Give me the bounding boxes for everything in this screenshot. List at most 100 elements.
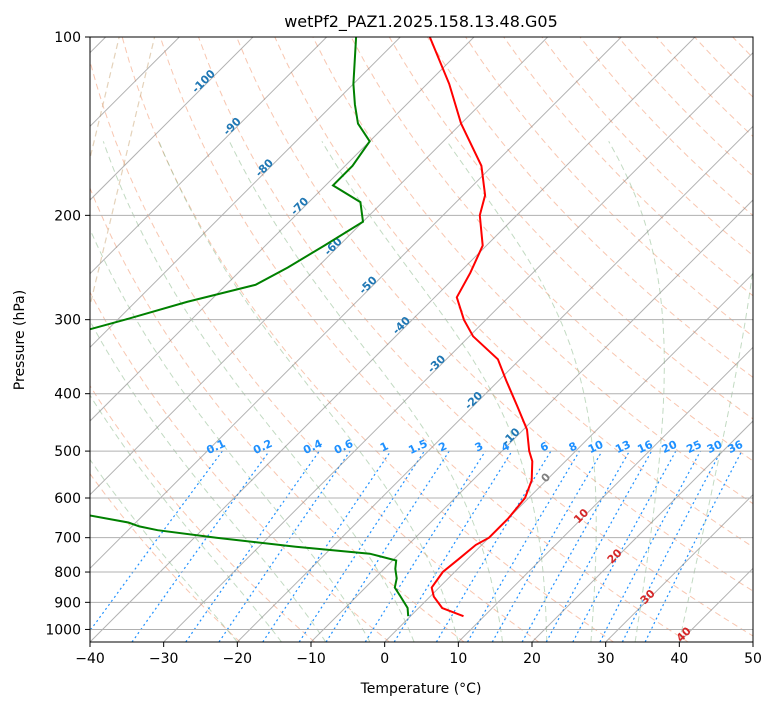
isotherm-line [163,51,753,642]
x-tick-label: 40 [670,651,688,667]
y-tick-label: 1000 [45,622,81,638]
isotherm-label: 30 [638,587,658,607]
y-tick-label: 600 [54,491,81,507]
lcl-arc [90,37,156,309]
y-tick-label: 300 [54,313,81,329]
y-tick-label: 200 [54,208,81,224]
isotherm-label: -20 [462,389,485,412]
x-tick-label: −10 [296,651,326,667]
isotherm-label: -90 [221,115,244,138]
y-axis-label: Pressure (hPa) [12,290,28,390]
mixing-ratio-line [325,450,450,642]
isotherm-line [236,125,753,642]
mixing-ratio-line [466,450,580,642]
dry-adiabat [236,37,753,592]
mixing-ratio-line [521,450,631,642]
isotherm-line [90,37,328,275]
mixing-ratio-label: 16 [635,438,655,456]
x-tick-label: 50 [744,651,762,667]
x-tick-label: 20 [523,651,541,667]
mixing-ratio-line [545,450,653,642]
dry-adiabat [121,37,614,642]
x-tick-label: −40 [75,651,105,667]
isotherm-line [752,641,753,642]
mixing-ratio-label: 13 [613,438,632,456]
mixing-ratio-line [599,450,702,642]
dry-adiabat [90,59,540,642]
y-axis: 100 200 300 400 500 600 700 800 900 1000 [45,30,90,638]
mixing-ratio-line [435,450,552,642]
isotherm-label: -100 [189,67,218,96]
mixing-ratio-label: 0.4 [301,437,324,457]
mixing-ratio-line [298,450,425,642]
mixing-ratio-line [572,450,677,642]
mixing-ratio-label: 30 [705,438,725,456]
chart-title: wetPf2_PAZ1.2025.158.13.48.G05 [284,12,558,32]
dry-adiabat [90,186,465,642]
dry-adiabat [732,37,753,59]
isotherm-line [310,199,753,642]
mixing-ratio-label: 10 [586,438,606,456]
dry-adiabat [465,37,753,338]
dry-adiabat [656,37,753,138]
plot-frame [89,36,754,643]
isotherm-line [678,567,753,642]
dry-adiabat [426,37,753,378]
isotherm-label: 0 [539,470,554,485]
isotherm-line [90,37,475,422]
moist-adiabat [321,141,548,642]
mixing-ratio-line [185,450,320,642]
y-tick-label: 800 [54,565,81,581]
moist-adiabat [90,228,371,642]
isotherm-line [90,37,696,642]
series-lines [90,37,534,618]
moist-adiabat [678,264,753,642]
dry-adiabat [90,291,390,642]
isotherm-label: -80 [253,156,276,179]
mixing-ratio-label: 1 [378,439,390,454]
background-lines [90,37,775,642]
dry-adiabat [274,37,753,548]
moist-adiabat [608,141,665,642]
x-axis: −40 −30 −20 −10 0 10 20 30 40 50 [75,642,762,667]
isotherm-line [90,37,254,201]
mixing-ratio-label: 25 [684,438,703,456]
isotherm-label: -70 [288,194,311,217]
isotherm-label: -30 [425,352,448,375]
dry-adiabat [159,37,689,642]
dry-adiabat [90,472,241,642]
dry-adiabat [541,37,753,257]
dry-adiabat [771,37,775,642]
mixing-ratio-line [644,450,743,642]
y-tick-label: 900 [54,595,81,611]
x-tick-label: −20 [223,651,253,667]
y-tick-label: 400 [54,387,81,403]
x-axis-label: Temperature (°C) [360,681,482,697]
isotherm-line [90,37,401,349]
mixing-ratio-label: 0.1 [204,437,227,457]
x-tick-label: 0 [380,651,389,667]
y-tick-label: 100 [54,30,81,46]
dry-adiabat [388,37,753,420]
dry-adiabat [503,37,753,297]
mixing-ratio-label: 6 [538,439,551,454]
x-tick-label: −30 [149,651,179,667]
mixing-ratio-label: 0.2 [251,437,274,457]
mixing-ratio-label: 3 [473,439,485,454]
mixing-ratio-label: 20 [660,438,680,456]
moist-adiabat [102,141,415,642]
dry-adiabat [90,384,316,642]
isotherm-label: -60 [322,235,345,258]
x-tick-label: 30 [597,651,615,667]
dewpoint-line [90,37,410,617]
isotherm-line [384,272,753,642]
grid [90,37,753,642]
isotherm-line [605,493,753,642]
mixing-ratio-line [90,450,223,632]
mixing-ratio-line [621,450,722,642]
isotherm-line [457,346,753,642]
x-tick-label: 10 [449,651,467,667]
isotherm-line [90,37,549,496]
isotherm-line [531,420,753,642]
